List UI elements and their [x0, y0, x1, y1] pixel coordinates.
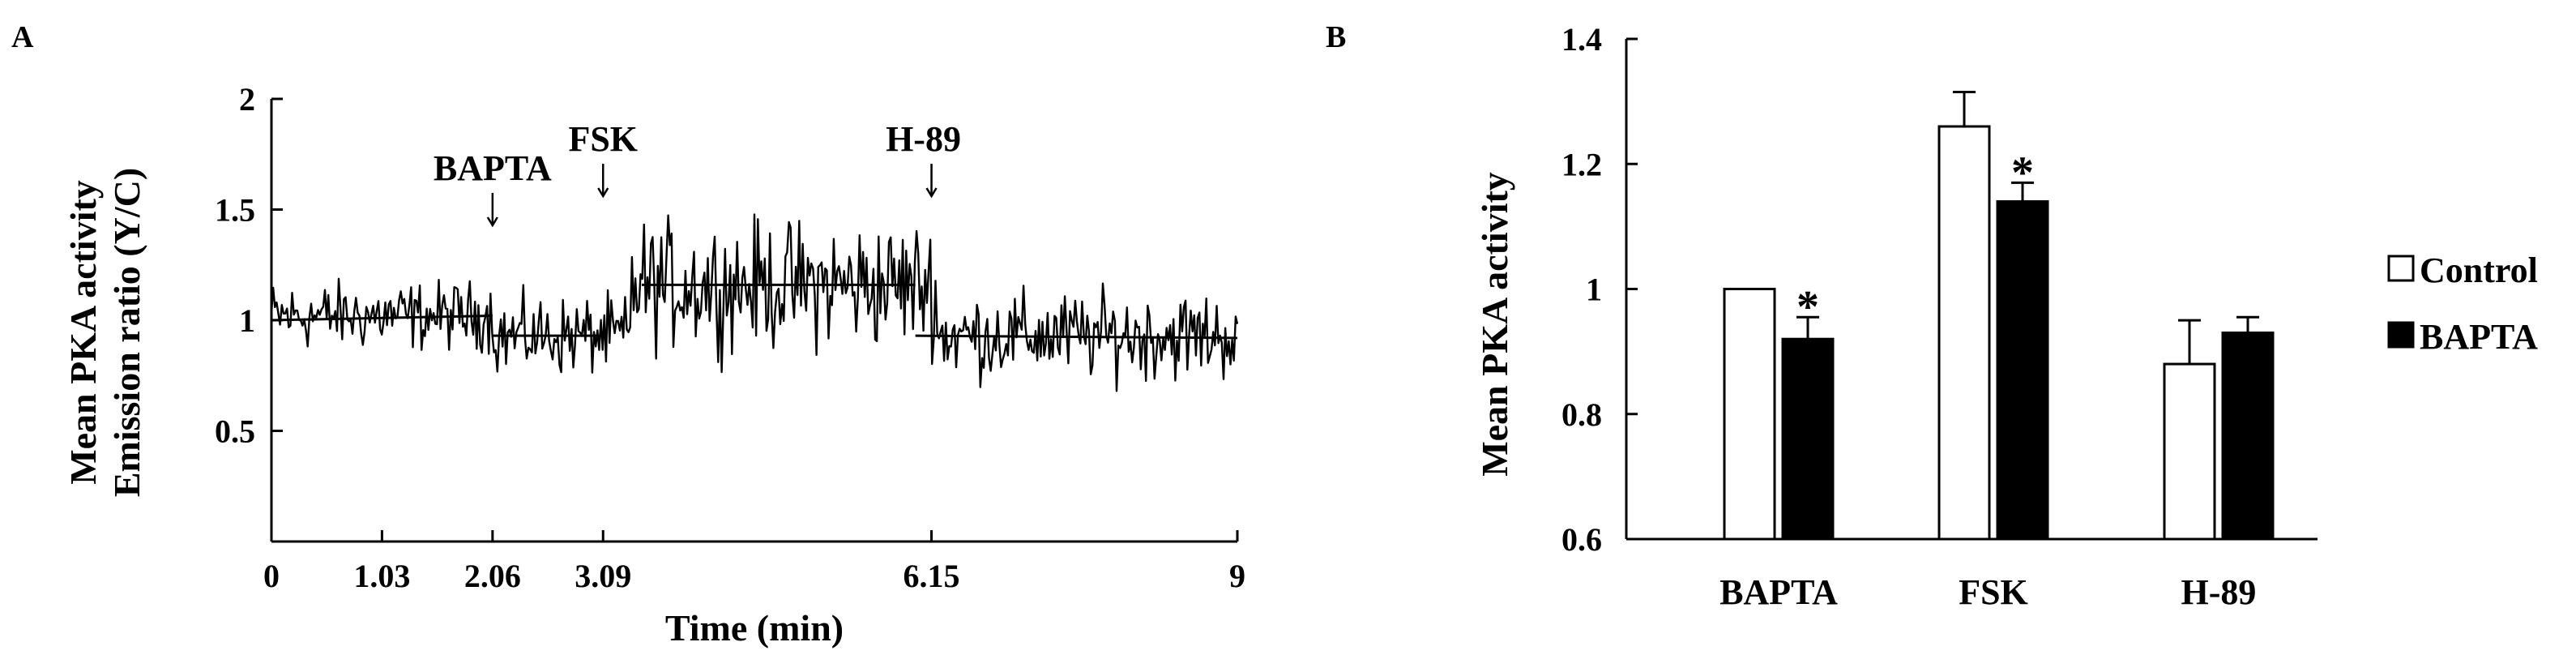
- panel-a-trend-line: [915, 334, 1238, 340]
- panel-a-x-tick-label: 1.03: [353, 558, 410, 594]
- panel-a-axes: [270, 99, 1237, 543]
- panel-a-trend-line: [271, 315, 493, 322]
- panel-a-y-axis-title-line-2: Emission ratio (Y/C): [106, 168, 147, 497]
- panel-a-label: A: [11, 20, 34, 54]
- panel-b-bar-bapta: [1781, 337, 1835, 541]
- panel-b-label: B: [1326, 20, 1346, 54]
- panel-b-bars: **: [1723, 91, 2275, 541]
- panel-a-annotation-label: H-89: [886, 119, 961, 159]
- panel-a-x-axis-title: Time (min): [665, 607, 844, 649]
- panel-b-significance-marker: *: [1796, 282, 1819, 332]
- panel-b-y-tick-label: 1.2: [1561, 146, 1602, 182]
- panel-a-ticks: 0.5 1 1.5 2 0 1.03 2.06 3.09 6.15 9: [215, 81, 1245, 594]
- panel-a-annotation-label: BAPTA: [434, 148, 552, 188]
- panel-b-y-tick-label: 1.4: [1561, 21, 1602, 58]
- panel-a-y-tick-label: 0.5: [215, 413, 255, 450]
- panel-a-x-tick-label: 9: [1229, 558, 1245, 594]
- panel-b-ticks: 0.6 0.8 1 1.2 1.4: [1561, 21, 1638, 558]
- panel-b-bar-bapta: [2221, 331, 2275, 541]
- panel-a-x-tick-label: 6.15: [904, 558, 960, 594]
- panel-a-signal-trace: [270, 213, 1239, 392]
- panel-b-category-label: BAPTA: [1719, 572, 1838, 612]
- panel-a-annotation-label: FSK: [568, 119, 638, 159]
- panel-a-y-axis-title-line-1: Mean PKA activity: [62, 180, 104, 485]
- panel-a-trace: [270, 213, 1239, 392]
- panel-a-trend-lines: [271, 283, 1238, 340]
- panel-a-annotations: BAPTA FSK H-89: [434, 119, 961, 228]
- panel-b-y-axis-title: Mean PKA activity: [1474, 172, 1515, 477]
- panel-a-x-tick-label: 3.09: [575, 558, 631, 594]
- panel-b-bar-control: [2163, 362, 2216, 541]
- panel-a: A 0.5 1 1.5 2 0 1.03 2.06 3.09 6.15 9 BAPTA FSK H-8…: [11, 20, 1245, 649]
- panel-b-y-tick-label: 0.8: [1561, 396, 1602, 433]
- panel-b-bar-control: [1723, 288, 1776, 541]
- panel-b-y-tick-label: 0.6: [1561, 521, 1602, 558]
- panel-b-category-label: H-89: [2181, 572, 2257, 612]
- panel-a-annotation-arrow-head: [486, 216, 498, 228]
- panel-a-x-tick-label: 2.06: [464, 558, 521, 594]
- legend-swatch-bapta: [2387, 321, 2415, 349]
- legend-swatch-control: [2387, 255, 2415, 282]
- panel-a-y-tick-label: 2: [239, 81, 255, 118]
- panel-b-significance-marker: *: [2011, 148, 2034, 198]
- panel-a-y-tick-label: 1: [239, 302, 255, 339]
- panel-a-annotation-arrow-head: [925, 187, 938, 199]
- legend-label-control: Control: [2420, 250, 2538, 290]
- panel-a-y-tick-label: 1.5: [215, 192, 255, 229]
- panel-b-legend: Control BAPTA: [2387, 250, 2538, 357]
- panel-a-x-tick-label: 0: [263, 558, 280, 594]
- panel-b: B 0.60.811.21.4 ** BAPTA FSK H-89 ControlB…: [1326, 20, 2538, 612]
- panel-b-category-label: FSK: [1959, 572, 2028, 612]
- panel-b-bar-control: [1937, 125, 1991, 541]
- panel-b-y-tick-label: 1: [1586, 272, 1602, 308]
- panel-b-bar-bapta: [1996, 200, 2049, 541]
- legend-label-bapta: BAPTA: [2420, 317, 2538, 357]
- panel-b-category-labels: BAPTA FSK H-89: [1719, 572, 2256, 612]
- panel-a-annotation-arrow-head: [597, 187, 609, 199]
